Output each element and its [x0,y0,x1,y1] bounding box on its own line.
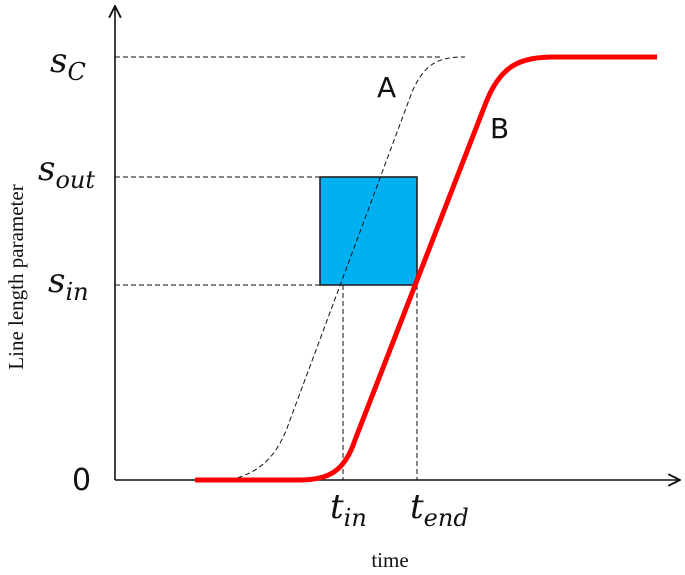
label-base: t [330,487,344,527]
curve-label: A [377,71,396,104]
y-axis-title: Line length parameter [4,184,28,369]
label-base: s [38,149,55,189]
x-axis-title: time [371,548,408,572]
label-sub: in [65,278,88,306]
label-sub: C [67,58,85,86]
window-box [319,176,418,286]
label-base: t [410,487,424,527]
origin-label: 0 [72,463,91,498]
label-sub: end [424,504,469,532]
label-sub: out [55,166,95,194]
y-label: sC [50,41,86,86]
curve-b [195,54,657,483]
label-sub: in [344,504,367,532]
curve-label: B [490,112,509,145]
x-label: tin [330,487,367,532]
curve-a [229,56,466,481]
y-label: sout [38,149,95,194]
label-base: s [50,41,67,81]
x-label: tend [410,487,469,532]
label-base: s [48,261,65,301]
y-label: sin [48,261,89,306]
